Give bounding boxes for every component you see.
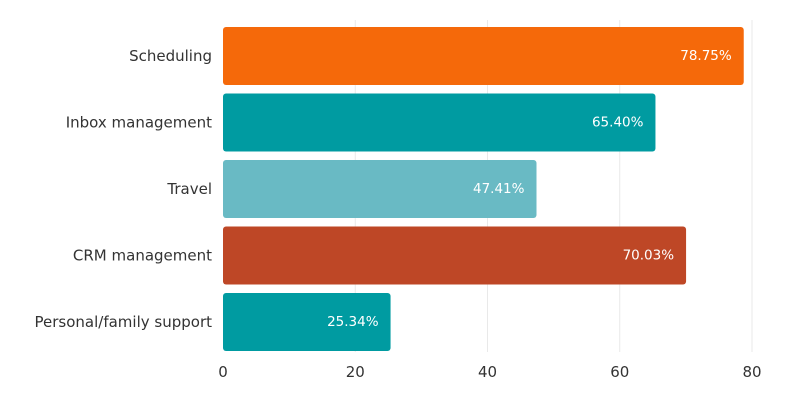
bar-crm-management (223, 226, 687, 285)
x-tick-label-60: 60 (610, 363, 629, 381)
bar-inbox-management (223, 93, 656, 152)
category-label-personal-family-support: Personal/family support (35, 313, 213, 331)
data-label-inbox-management: 65.40% (592, 115, 644, 131)
x-tick-label-40: 40 (478, 363, 497, 381)
category-label-inbox-management: Inbox management (66, 114, 212, 132)
data-label-crm-management: 70.03% (623, 248, 675, 264)
data-label-travel: 47.41% (473, 181, 525, 197)
bar-travel (223, 160, 537, 218)
x-tick-label-20: 20 (346, 363, 365, 381)
x-axis-tick-labels: 0 20 40 60 80 (218, 363, 761, 381)
category-labels: Scheduling Inbox management Travel CRM mana… (35, 47, 213, 331)
bar-scheduling (223, 27, 744, 85)
bars (223, 27, 744, 351)
category-label-scheduling: Scheduling (129, 47, 212, 65)
bar-personal-family-support (223, 293, 391, 351)
category-label-travel: Travel (166, 180, 212, 198)
category-label-crm-management: CRM management (73, 247, 212, 265)
x-tick-label-80: 80 (742, 363, 761, 381)
data-label-scheduling: 78.75% (680, 48, 732, 64)
x-tick-label-0: 0 (218, 363, 228, 381)
data-label-personal-family-support: 25.34% (327, 314, 379, 330)
data-labels: 78.75% 65.40% 47.41% 70.03% 25.34% (327, 48, 732, 330)
